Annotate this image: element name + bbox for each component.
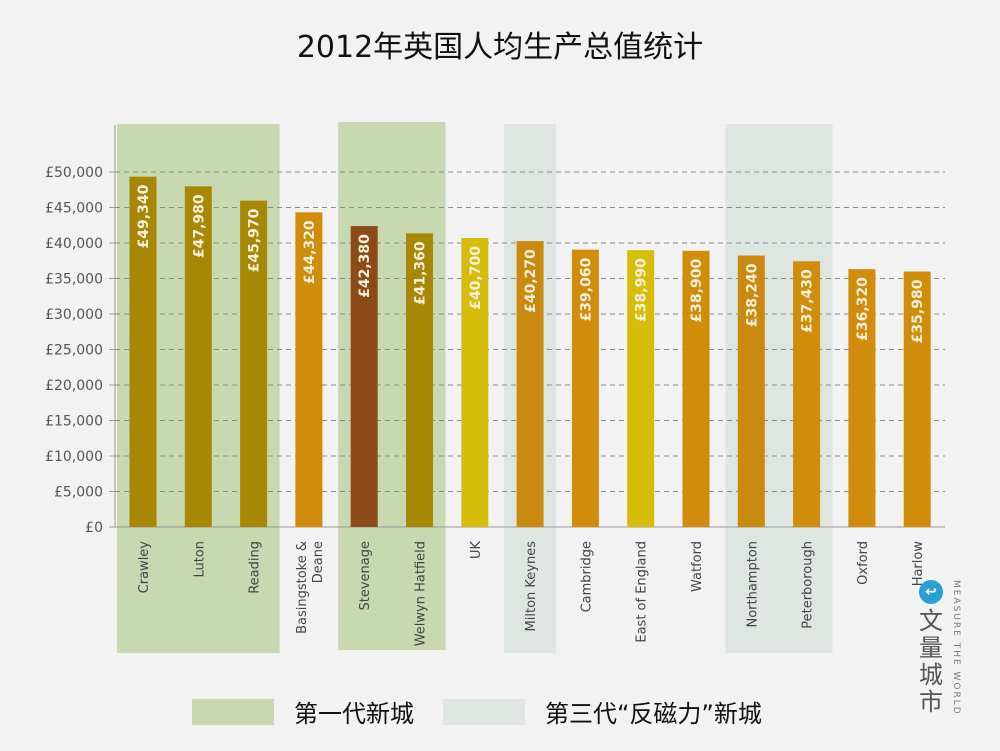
bar-chart: £0 £5,000 £10,000 £15,000 £20,000 £25,000 £30,… [45, 122, 945, 653]
legend-item-first-gen: 第一代新城 [192, 694, 414, 729]
x-tick-label: Luton [192, 541, 207, 578]
data-label: £36,320 [855, 277, 871, 341]
x-tick-label: Welwyn Hatfield [414, 541, 429, 646]
data-label: £45,970 [247, 208, 263, 272]
brand-name: 文量城市 [919, 607, 943, 716]
data-label: £40,700 [468, 246, 484, 310]
legend-swatch-third-gen [443, 698, 525, 725]
data-label: £40,270 [523, 249, 539, 313]
legend-label-third-gen: 第三代“反磁力”新城 [545, 700, 762, 728]
bar [903, 271, 931, 527]
x-tick-label: Crawley [137, 541, 152, 594]
bar [848, 269, 876, 527]
bar [295, 212, 323, 527]
y-tick-label: £15,000 [45, 414, 103, 430]
y-tick-label: £5,000 [54, 485, 103, 501]
legend-item-third-gen: 第三代“反磁力”新城 [443, 694, 762, 729]
bar [240, 200, 268, 527]
x-tick-label: Deane [311, 541, 326, 583]
bar [627, 250, 655, 527]
brand-logo-icon: ↩ [919, 580, 943, 604]
x-tick-label: Harlow [911, 541, 926, 587]
x-tick-label: East of England [635, 541, 650, 643]
bar [737, 255, 765, 527]
data-label: £39,060 [578, 257, 594, 321]
x-tick-label: Basingstoke & [295, 541, 310, 634]
bar [682, 250, 710, 527]
bar [184, 186, 212, 528]
x-tick-label: Cambridge [579, 541, 594, 612]
y-tick-label: £0 [85, 520, 103, 536]
x-tick-label: Stevenage [358, 541, 373, 611]
chart-title: 2012年英国人均生产总值统计 [296, 30, 704, 65]
x-tick-label: Peterborough [801, 541, 816, 629]
x-tick-label: UK [469, 541, 484, 560]
y-tick-label: £40,000 [45, 236, 103, 252]
data-label: £37,430 [800, 269, 816, 333]
bar [461, 238, 489, 527]
data-label: £49,340 [136, 184, 152, 248]
y-tick-label: £45,000 [45, 201, 103, 217]
bar [129, 176, 157, 527]
bar [793, 261, 821, 527]
legend-swatch-first-gen [192, 698, 274, 725]
data-label: £44,320 [302, 220, 318, 284]
x-tick-label: Watford [690, 541, 705, 592]
y-tick-label: £20,000 [45, 378, 103, 394]
brand-watermark: ↩ 文量城市 MEASURE THE WORLD [917, 578, 965, 718]
x-tick-label: Northampton [745, 541, 760, 628]
data-label: £38,900 [689, 259, 705, 323]
y-tick-label: £10,000 [45, 449, 103, 465]
bar [516, 241, 544, 527]
x-tick-label: Oxford [856, 541, 871, 585]
brand-tagline: MEASURE THE WORLD [951, 580, 961, 716]
x-tick-label: Reading [248, 541, 263, 594]
y-tick-label: £50,000 [45, 165, 103, 181]
data-label: £47,980 [191, 194, 207, 258]
legend-label-first-gen: 第一代新城 [294, 700, 414, 728]
data-label: £35,980 [910, 279, 926, 343]
data-label: £42,380 [357, 234, 373, 298]
y-tick-label: £30,000 [45, 307, 103, 323]
y-tick-label: £35,000 [45, 272, 103, 288]
data-label: £38,990 [634, 258, 650, 322]
data-label: £38,240 [744, 263, 760, 327]
bar [406, 233, 433, 527]
bar [571, 249, 599, 527]
y-tick-label: £25,000 [45, 343, 103, 359]
bar [350, 226, 378, 528]
x-tick-label: Milton Keynes [524, 541, 539, 632]
data-label: £41,360 [413, 241, 429, 305]
